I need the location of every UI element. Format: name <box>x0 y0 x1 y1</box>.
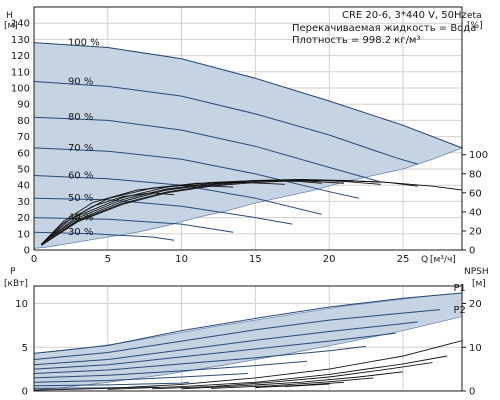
speed-label: 60 % <box>68 170 93 181</box>
top-x-tick-label: 5 <box>105 254 111 265</box>
top-ylabel-unit: [м] <box>4 21 18 31</box>
top-xlabel: Q <box>421 255 428 265</box>
top-efficiency-curves <box>41 179 463 246</box>
bottom-series-labels: P1 P2 <box>453 283 465 316</box>
eta-tick-label: 20 <box>469 226 482 237</box>
bottom-ylabel: P <box>10 267 16 277</box>
top-y-tick-label: 110 <box>11 67 30 78</box>
bottom-npsh-curves <box>33 340 463 391</box>
efficiency-curve <box>41 180 322 245</box>
power-curve <box>33 321 418 366</box>
top-x-tick-label: 10 <box>175 254 188 265</box>
head-curve <box>33 81 418 165</box>
power-curve <box>33 345 367 374</box>
speed-label: 90 % <box>68 77 93 88</box>
power-curve <box>33 292 463 354</box>
top-head-curves <box>33 42 463 241</box>
bottom-ylabel-unit: [кВт] <box>4 279 28 289</box>
series-label: P2 <box>453 305 465 316</box>
efficiency-curve <box>41 179 381 246</box>
top-ylabel: H <box>6 11 13 21</box>
top-y-tick-label: 130 <box>11 35 30 46</box>
npsh-tick-label: 0 <box>469 387 475 398</box>
top-y-tick-label: 20 <box>17 213 30 224</box>
top-x-tick-label: 15 <box>249 254 262 265</box>
bottom-y-tick-label: 0 <box>22 387 28 398</box>
top-x-tick-label: 25 <box>397 254 410 265</box>
efficiency-curve <box>41 180 344 245</box>
eta-tick-label: 100 <box>469 150 488 161</box>
top-y-tick-label: 50 <box>17 165 30 176</box>
top-y-tick-label: 30 <box>17 197 30 208</box>
npsh-tick-label: 20 <box>469 299 482 310</box>
top-chart-ticks: 0 10 20 30 40 50 60 70 80 90 100 110 120 130 140 0 5 10 15… <box>11 19 488 265</box>
bottom-power-curves <box>33 292 463 389</box>
top-y-tick-label: 10 <box>17 229 30 240</box>
speed-label: 80 % <box>68 112 93 123</box>
npsh-curve <box>152 362 433 390</box>
head-curve <box>33 116 381 183</box>
head-curve <box>33 197 293 225</box>
speed-label: 40 % <box>68 213 93 224</box>
chart-title: CRE 20-6, 3*440 V, 50Hz <box>342 10 467 21</box>
top-y-tick-label: 40 <box>17 181 30 192</box>
power-curve <box>33 373 249 383</box>
eta-tick-label: 40 <box>469 207 482 218</box>
top-y-tick-label: 90 <box>17 100 30 111</box>
power-curve <box>33 381 190 387</box>
bottom-y-tick-label: 10 <box>15 299 28 310</box>
npsh-curve <box>255 381 344 388</box>
top-y-tick-label: 80 <box>17 116 30 127</box>
bottom-chart-frame <box>33 285 463 392</box>
density-annotation: Плотность = 998.2 кг/м³ <box>292 35 421 46</box>
efficiency-curve <box>41 184 234 245</box>
npsh-curve <box>181 371 404 390</box>
top-right-ylabel-unit: [%] <box>467 21 483 31</box>
top-x-tick-label: 20 <box>323 254 336 265</box>
top-y-tick-label: 0 <box>24 246 30 257</box>
eta-tick-label: 80 <box>469 169 482 180</box>
top-y-tick-label: 120 <box>11 51 30 62</box>
power-curve <box>33 332 396 370</box>
bottom-chart-ticks: 0 5 10 0 10 20 <box>15 299 481 398</box>
top-y-tick-label: 100 <box>11 84 30 95</box>
speed-label: 50 % <box>68 193 93 204</box>
bottom-y-tick-label: 5 <box>22 343 28 354</box>
bottom-right-ylabel: NPSH <box>464 267 489 277</box>
head-curve <box>33 42 463 149</box>
power-curve <box>33 360 308 379</box>
top-y-tick-label: 140 <box>11 19 30 30</box>
power-curve <box>33 309 440 360</box>
top-right-ylabel: eta <box>467 11 482 21</box>
npsh-curve <box>211 377 374 389</box>
speed-label: 100 % <box>68 38 100 49</box>
head-curve <box>33 231 175 241</box>
npsh-curve <box>284 383 330 388</box>
top-xlabel-unit: [м³/ч] <box>430 255 456 265</box>
head-curve <box>33 147 359 199</box>
eta-tick-label: 0 <box>469 246 475 257</box>
top-y-tick-label: 70 <box>17 132 30 143</box>
power-curve <box>33 386 160 389</box>
top-speed-labels: 100 % 90 % 80 % 70 % 60 % 50 % 40 % 30 % <box>68 38 100 239</box>
efficiency-curve <box>41 192 175 245</box>
bottom-right-ylabel-unit: [м] <box>472 279 486 289</box>
efficiency-curve <box>41 180 463 246</box>
efficiency-curve <box>41 179 418 246</box>
npsh-tick-label: 10 <box>469 343 482 354</box>
top-x-tick-label: 0 <box>31 254 37 265</box>
speed-label: 70 % <box>68 143 93 154</box>
eta-tick-label: 60 <box>469 188 482 199</box>
top-y-tick-label: 60 <box>17 148 30 159</box>
top-chart-frame <box>33 6 463 251</box>
npsh-curve <box>107 355 448 390</box>
fluid-annotation: Перекачиваемая жидкость = Вода <box>292 23 476 34</box>
npsh-curve <box>33 340 463 391</box>
speed-label: 30 % <box>68 227 93 238</box>
series-label: P1 <box>453 283 465 294</box>
